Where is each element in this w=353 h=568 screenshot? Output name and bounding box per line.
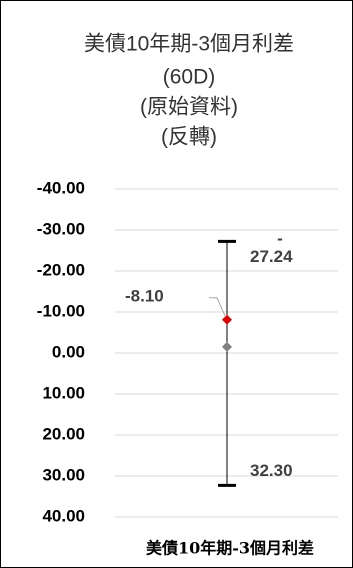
y-tick-label: -40.00 [37, 178, 85, 197]
chart-subtitle: (原始資料) [140, 96, 238, 119]
y-tick-label: -30.00 [37, 219, 85, 238]
chart-title: 美債10年期-3個月利差 [84, 33, 294, 56]
y-tick-label: -10.00 [37, 301, 85, 320]
data-label: -8.10 [125, 286, 164, 305]
y-tick-label: 20.00 [42, 424, 85, 443]
data-label: 32.30 [250, 461, 293, 480]
x-axis-label: 美債10年期-3個月利差 [146, 539, 314, 558]
current-marker [222, 314, 232, 325]
y-tick-label: 30.00 [42, 465, 85, 484]
data-label: 27.24 [250, 247, 293, 266]
y-tick-label: 0.00 [52, 342, 85, 361]
y-tick-label: -20.00 [37, 260, 85, 279]
y-tick-label: 40.00 [42, 506, 85, 525]
chart-subtitle: (反轉) [161, 126, 217, 149]
leader-line [209, 297, 226, 316]
y-tick-label: 10.00 [42, 383, 85, 402]
chart-subtitle: (60D) [163, 66, 216, 89]
mean-marker [222, 341, 232, 352]
annotation: - [277, 229, 283, 248]
